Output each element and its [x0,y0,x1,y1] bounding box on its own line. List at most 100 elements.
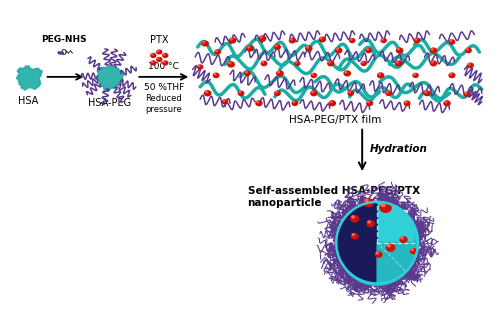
Ellipse shape [348,91,354,95]
Ellipse shape [290,38,296,43]
Polygon shape [377,243,418,284]
Ellipse shape [214,73,219,78]
Ellipse shape [396,61,398,63]
Ellipse shape [414,74,416,75]
Polygon shape [16,65,42,90]
Ellipse shape [352,216,354,218]
Ellipse shape [312,91,314,93]
Ellipse shape [349,91,350,93]
Ellipse shape [344,71,350,76]
Ellipse shape [450,40,454,44]
Ellipse shape [259,36,266,41]
Ellipse shape [450,73,452,75]
Ellipse shape [198,65,202,69]
Ellipse shape [352,234,358,239]
Ellipse shape [164,54,165,55]
Ellipse shape [404,101,410,105]
Ellipse shape [449,73,455,78]
Ellipse shape [230,38,232,40]
Ellipse shape [248,46,250,48]
Ellipse shape [256,101,262,106]
Ellipse shape [465,92,466,94]
Ellipse shape [206,91,208,93]
Ellipse shape [381,38,386,42]
Ellipse shape [350,39,352,40]
Ellipse shape [152,54,153,55]
Ellipse shape [312,73,316,77]
Ellipse shape [276,71,283,76]
Text: HSA: HSA [18,96,38,106]
Ellipse shape [204,91,211,96]
Ellipse shape [365,199,368,202]
Ellipse shape [386,91,388,93]
Ellipse shape [386,91,392,95]
Ellipse shape [157,58,162,62]
Ellipse shape [278,71,280,73]
Ellipse shape [292,101,298,105]
Ellipse shape [430,48,436,53]
Ellipse shape [162,61,168,65]
Text: 50 %THF: 50 %THF [144,83,184,92]
Ellipse shape [261,61,266,65]
Ellipse shape [274,91,280,95]
Ellipse shape [157,50,162,54]
Ellipse shape [329,101,336,106]
Ellipse shape [246,72,247,73]
Ellipse shape [328,61,334,66]
Ellipse shape [351,215,358,222]
Ellipse shape [466,49,468,50]
Ellipse shape [312,74,314,75]
Ellipse shape [412,249,413,250]
Ellipse shape [229,62,230,64]
Ellipse shape [350,38,354,42]
Ellipse shape [368,101,370,103]
Ellipse shape [362,62,364,63]
Ellipse shape [396,48,402,53]
Ellipse shape [320,37,326,42]
Ellipse shape [376,252,378,254]
Ellipse shape [425,91,426,93]
Ellipse shape [450,40,452,41]
Ellipse shape [413,73,418,77]
Polygon shape [336,202,418,284]
Ellipse shape [444,101,450,106]
Text: PEG-NHS: PEG-NHS [41,35,87,43]
Ellipse shape [295,62,300,65]
Ellipse shape [468,63,473,68]
Ellipse shape [366,48,372,53]
Ellipse shape [158,58,159,59]
Ellipse shape [247,46,253,51]
Ellipse shape [151,54,156,57]
Ellipse shape [352,234,354,236]
Ellipse shape [224,100,225,101]
Circle shape [340,202,414,275]
Ellipse shape [386,244,394,251]
Ellipse shape [376,252,382,257]
Ellipse shape [367,101,372,106]
Ellipse shape [214,73,216,75]
Ellipse shape [361,62,366,65]
Ellipse shape [382,39,384,40]
Ellipse shape [396,61,402,66]
Ellipse shape [432,48,433,50]
Ellipse shape [382,204,385,207]
Ellipse shape [311,91,317,96]
Ellipse shape [293,101,294,103]
Ellipse shape [238,91,244,95]
Text: Reduced
pressure: Reduced pressure [146,94,182,114]
Ellipse shape [432,62,433,63]
Ellipse shape [215,50,220,54]
Ellipse shape [378,73,384,78]
Ellipse shape [202,41,208,46]
Ellipse shape [152,62,153,63]
Ellipse shape [466,48,471,53]
Ellipse shape [328,62,330,63]
Ellipse shape [388,244,390,247]
Ellipse shape [415,39,417,40]
Ellipse shape [320,38,322,39]
Ellipse shape [445,101,446,103]
Ellipse shape [245,71,250,75]
Ellipse shape [257,101,258,103]
Text: PTX: PTX [150,35,169,45]
Ellipse shape [424,91,430,96]
